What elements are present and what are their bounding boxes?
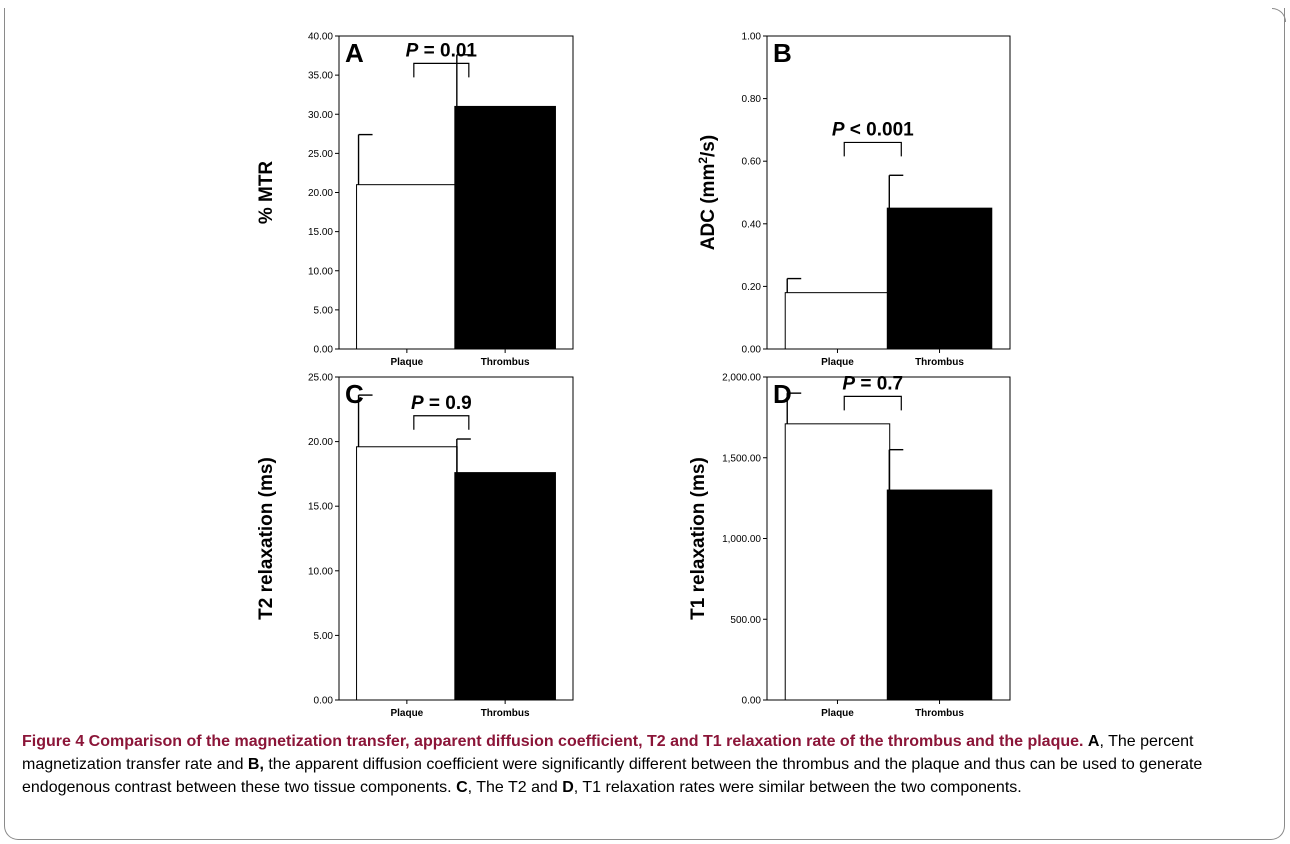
p-symbol: P [406, 40, 419, 61]
y-tick-label: 0.00 [742, 696, 762, 707]
bar-thrombus [886, 489, 993, 701]
x-tick-label: Plaque [390, 708, 423, 719]
x-tick-label: Thrombus [481, 357, 530, 368]
chart-panel-b: 0.00 0.20 0.40 0.60 0.80 1.00 Plaque Thrombus P … [696, 32, 1011, 368]
x-tick-label: Plaque [390, 357, 423, 368]
caption-segment: A [1087, 733, 1100, 750]
p-value: < 0.001 [845, 119, 915, 140]
x-tick-label: Plaque [821, 357, 854, 368]
panel-letter: D [773, 379, 792, 409]
y-tick-label: 30.00 [308, 110, 333, 121]
p-value-label: P = 0.9 [411, 393, 472, 414]
caption-segment: B, [247, 756, 264, 773]
x-tick-label: Plaque [821, 708, 854, 719]
y-tick-label: 500.00 [730, 615, 761, 626]
y-tick-label: 10.00 [308, 566, 333, 577]
p-value-label: P = 0.7 [842, 373, 903, 394]
y-axis-label: T1 relaxation (ms) [688, 457, 709, 620]
bar-thrombus [454, 472, 556, 701]
y-tick-label: 5.00 [314, 305, 334, 316]
chart-panel-a: 0.00 5.00 10.00 15.00 20.00 25.00 30.00 35.00 40… [256, 32, 574, 368]
y-tick-label: 20.00 [308, 437, 333, 448]
bar-thrombus [886, 207, 993, 350]
chart-panel-c: 0.00 5.00 10.00 15.00 20.00 25.00 Plaque Thromb… [256, 373, 574, 719]
y-tick-label: 25.00 [308, 149, 333, 160]
y-tick-label: 15.00 [308, 502, 333, 513]
figure-charts: 0.005.0010.0015.0020.0025.0030.0035.0040… [256, 32, 1011, 719]
y-tick-label: 35.00 [308, 71, 333, 82]
y-tick-label: 0.60 [742, 157, 762, 168]
caption-segment: , T1 relaxation rates were similar betwe… [573, 779, 1022, 796]
y-tick-label: 10.00 [308, 266, 333, 277]
y-axis-label: % MTR [256, 161, 277, 225]
caption-segment: , The T2 and [467, 779, 563, 796]
p-value: = 0.01 [418, 40, 477, 61]
p-value-label: P = 0.01 [406, 40, 478, 61]
y-axis-label-main: T1 relaxation (ms) [688, 457, 709, 620]
p-value-label: P < 0.001 [832, 119, 914, 140]
y-tick-label: 2,000.00 [722, 373, 761, 384]
panel-letter: C [345, 379, 364, 409]
significance-bracket [413, 62, 470, 78]
y-axis-label: T2 relaxation (ms) [256, 457, 277, 620]
y-axis-label-main: % MTR [256, 161, 277, 225]
y-tick-label: 25.00 [308, 373, 333, 384]
y-tick-label: 1,500.00 [722, 453, 761, 464]
bar-thrombus [454, 105, 556, 350]
chart-panel-d: 0.00 500.00 1,000.00 1,500.00 2,000.00 Plaque… [688, 373, 1011, 719]
significance-bracket [843, 395, 902, 411]
caption-segment: the apparent diffusion coefficient were … [22, 756, 1203, 796]
p-symbol: P [842, 373, 855, 394]
bar-plaque [784, 292, 891, 350]
p-symbol: P [411, 393, 424, 414]
bar-plaque [784, 423, 891, 701]
y-tick-label: 0.80 [742, 94, 762, 105]
panel-letter: A [345, 38, 364, 68]
p-value: = 0.9 [424, 393, 472, 414]
x-tick-label: Thrombus [915, 708, 964, 719]
figure-caption: Figure 4 Comparison of the magnetization… [22, 730, 1262, 799]
y-tick-label: 0.00 [314, 696, 334, 707]
y-axis-label-superscript: 2 [696, 157, 710, 164]
significance-bracket [413, 415, 470, 430]
y-tick-label: 40.00 [308, 32, 333, 43]
y-tick-label: 15.00 [308, 227, 333, 238]
bar-plaque [356, 446, 458, 701]
y-tick-label: 0.40 [742, 219, 762, 230]
y-tick-label: 1,000.00 [722, 534, 761, 545]
y-tick-label: 0.00 [314, 345, 334, 356]
caption-title: Figure 4 Comparison of the magnetization… [22, 733, 1084, 750]
p-symbol: P [832, 119, 845, 140]
y-tick-label: 20.00 [308, 188, 333, 199]
panel-letter: B [773, 38, 792, 68]
x-tick-label: Thrombus [481, 708, 530, 719]
figure-frame [4, 8, 1285, 840]
y-tick-label: 5.00 [314, 631, 334, 642]
x-tick-label: Thrombus [915, 357, 964, 368]
y-axis-label: ADC (mm2/s) [696, 135, 719, 250]
y-tick-label: 0.20 [742, 282, 762, 293]
bar-plaque [356, 184, 458, 350]
significance-bracket [843, 141, 902, 157]
y-tick-label: 0.00 [742, 345, 762, 356]
caption-segment: C [456, 779, 468, 796]
p-value: = 0.7 [855, 373, 903, 394]
y-tick-label: 1.00 [742, 32, 762, 43]
caption-segment: D [562, 779, 574, 796]
y-axis-label-tail: /s) [698, 135, 719, 157]
y-axis-label-main: T2 relaxation (ms) [256, 457, 277, 620]
caption-body: A, The percent magnetization transfer ra… [22, 733, 1202, 796]
y-axis-label-main: ADC (mm [698, 164, 719, 251]
caption-segment: , The percent magnetization transfer rat… [22, 733, 1194, 773]
